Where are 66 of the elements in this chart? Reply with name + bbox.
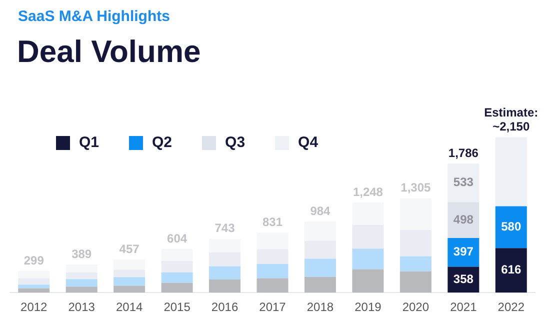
- total-label: 457: [119, 242, 140, 256]
- bar: [209, 266, 241, 280]
- bar: [352, 224, 384, 249]
- bar: [18, 288, 50, 293]
- chart-title: Deal Volume: [17, 34, 201, 70]
- x-tick-label: 2019: [354, 300, 382, 314]
- bar: [400, 256, 432, 272]
- data-label: 498: [453, 212, 474, 226]
- x-tick-label: 2013: [68, 300, 96, 314]
- bar: [161, 272, 193, 283]
- bar: [114, 286, 146, 293]
- bar: [400, 230, 432, 256]
- chart-subtitle: SaaS M&A Highlights: [18, 8, 170, 25]
- total-label: 1,786: [448, 146, 479, 160]
- x-tick-label: 2016: [211, 300, 238, 314]
- x-tick-label: 2018: [306, 300, 334, 314]
- total-label: Estimate: ~2,150: [484, 106, 538, 134]
- bar: [495, 248, 527, 293]
- x-tick-label: 2022: [498, 300, 525, 314]
- total-label: 743: [214, 221, 236, 236]
- x-tick-label: 2014: [116, 300, 143, 314]
- x-tick-label: 2020: [402, 300, 430, 314]
- data-label: 358: [453, 272, 474, 286]
- data-label: 533: [453, 175, 474, 190]
- total-label: 831: [262, 214, 283, 229]
- total-label: 604: [167, 231, 188, 246]
- total-label: 1,305: [400, 180, 432, 195]
- bar: [400, 271, 432, 293]
- bar: [66, 286, 98, 293]
- total-label: 1,248: [352, 184, 384, 199]
- bar: [495, 137, 527, 206]
- data-label: 397: [453, 244, 474, 259]
- bar: [304, 240, 336, 259]
- bar: [256, 278, 288, 293]
- bar: [304, 258, 336, 277]
- bar: [161, 260, 193, 272]
- bar: [161, 282, 193, 293]
- bar: [66, 279, 98, 287]
- bar: [209, 252, 241, 266]
- bar: [209, 279, 241, 293]
- x-tick-label: 2015: [164, 300, 191, 314]
- bar: [256, 264, 288, 278]
- legend-label: Q3: [225, 134, 246, 151]
- x-tick-label: 2012: [20, 300, 48, 314]
- bar: [352, 248, 384, 270]
- bar: [18, 278, 50, 285]
- legend-label: Q4: [298, 134, 318, 151]
- bar: [448, 202, 480, 238]
- data-label: 616: [501, 262, 522, 277]
- bar: [304, 276, 336, 293]
- x-tick-label: 2017: [259, 300, 286, 314]
- bar: [18, 284, 50, 288]
- x-tick-label: 2021: [450, 300, 478, 314]
- total-label: 389: [72, 246, 92, 261]
- bar: [495, 206, 527, 248]
- bar: [114, 277, 146, 286]
- bar: [256, 249, 288, 264]
- total-label: 984: [310, 204, 331, 218]
- bar: [352, 269, 384, 293]
- legend-label: Q2: [152, 134, 172, 151]
- bar: [448, 164, 480, 202]
- legend-label: Q1: [79, 134, 100, 151]
- bar: [66, 272, 98, 280]
- data-label: 580: [501, 219, 522, 234]
- total-label: 299: [24, 253, 44, 268]
- bar: [114, 270, 146, 278]
